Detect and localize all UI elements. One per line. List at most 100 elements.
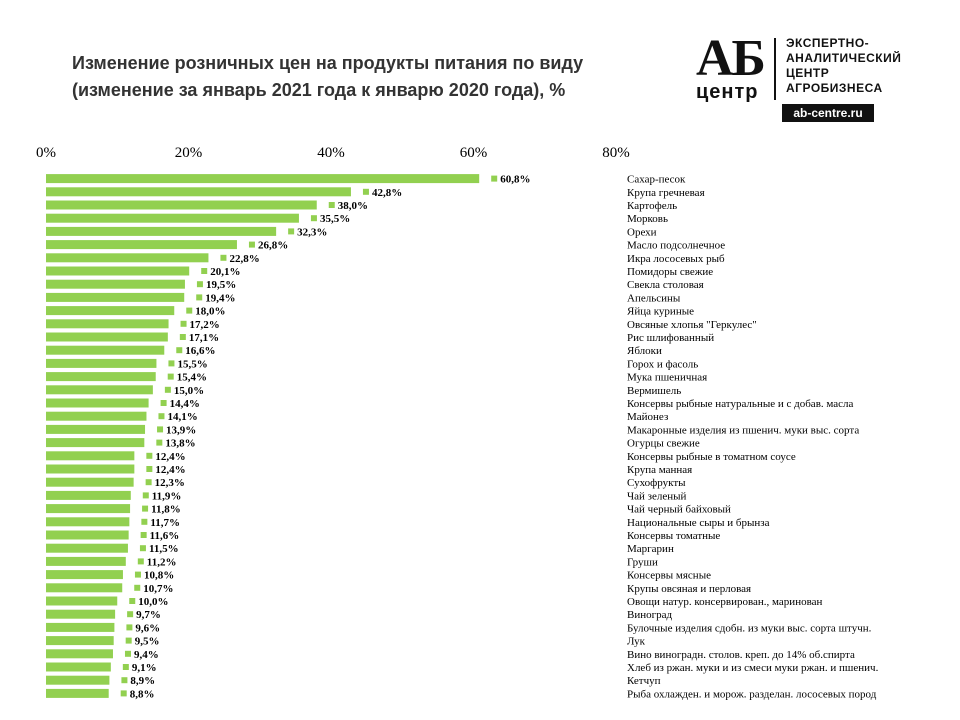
legend-key-marker (196, 294, 203, 301)
legend-key-marker (124, 650, 131, 657)
category-label: Огурцы свежие (627, 438, 700, 450)
data-label: 18,0% (195, 306, 225, 318)
legend-key-marker (168, 360, 175, 367)
category-label: Макаронные изделия из пшенич. муки выс. … (627, 424, 859, 436)
legend-key-marker (129, 598, 136, 604)
category-label: Горох и фасоль (627, 358, 698, 370)
bar (46, 662, 111, 672)
data-label: 12,4% (155, 451, 185, 463)
data-label: 20,1% (210, 266, 240, 278)
legend-key-marker (142, 492, 149, 499)
data-label: 8,8% (130, 688, 155, 700)
data-label: 11,5% (149, 543, 179, 555)
data-label: 15,4% (177, 372, 207, 384)
data-label: 11,8% (151, 504, 181, 516)
category-label: Груши (627, 556, 658, 568)
bar (46, 345, 165, 355)
legend-key-marker (160, 400, 167, 406)
bar (46, 213, 299, 223)
data-label: 26,8% (258, 240, 288, 252)
bar (46, 240, 237, 250)
x-tick-label: 20% (175, 145, 203, 161)
logo-text-line-1: ЭКСПЕРТНО- (786, 36, 870, 50)
data-label: 12,3% (155, 477, 185, 489)
data-label: 14,1% (167, 411, 197, 423)
data-label: 9,6% (135, 622, 160, 634)
category-label: Булочные изделия сдобн. из муки выс. сор… (627, 622, 872, 634)
data-label: 60,8% (500, 174, 530, 186)
data-label: 11,9% (152, 490, 182, 502)
category-label: Масло подсолнечное (627, 240, 725, 252)
bar (46, 490, 131, 500)
category-label: Крупа манная (627, 464, 692, 476)
legend-key-marker (134, 584, 141, 591)
legend-key-marker (164, 386, 171, 393)
legend-key-marker (288, 228, 295, 235)
legend-key-marker (125, 637, 132, 644)
data-label: 38,0% (338, 200, 368, 212)
bar (46, 187, 351, 197)
bar (46, 226, 277, 236)
ab-centre-logo: АБ центр ЭКСПЕРТНО- АНАЛИТИЧЕСКИЙ ЦЕНТР … (690, 33, 940, 126)
data-label: 12,4% (155, 464, 185, 476)
bar (46, 332, 168, 342)
bar (46, 636, 114, 646)
category-label: Овсяные хлопья "Геркулес" (627, 319, 757, 331)
bar (46, 398, 149, 408)
data-label: 9,4% (134, 649, 159, 661)
category-label: Чай зеленый (627, 490, 687, 502)
bar (46, 279, 185, 289)
legend-key-marker (127, 611, 134, 618)
legend-key-marker (120, 690, 127, 697)
bar (46, 583, 123, 593)
category-label: Рис шлифованный (627, 332, 714, 344)
data-label: 8,9% (130, 675, 155, 687)
legend-key-marker (491, 175, 498, 182)
bar (46, 438, 145, 448)
bar (46, 504, 131, 514)
x-tick-label: 40% (317, 145, 345, 161)
chart-title-line-1: Изменение розничных цен на продукты пита… (72, 53, 584, 73)
category-label: Крупы овсяная и перловая (627, 583, 751, 595)
legend-key-marker (121, 677, 128, 684)
logo-text-line-2: АНАЛИТИЧЕСКИЙ (786, 51, 902, 65)
legend-key-marker (145, 479, 152, 486)
data-label: 11,6% (150, 530, 180, 542)
legend-key-marker (248, 241, 255, 248)
category-label: Кетчуп (627, 675, 661, 687)
category-label: Картофель (627, 200, 677, 212)
chart-title-line-2: (изменение за январь 2021 года к январю … (72, 80, 566, 100)
legend-key-marker (180, 320, 187, 327)
data-label: 10,8% (144, 570, 174, 582)
category-label: Икра лососевых рыб (627, 253, 725, 265)
bar (46, 675, 110, 685)
bar (46, 451, 135, 461)
bar (46, 464, 135, 474)
data-label: 15,5% (177, 358, 207, 370)
data-label: 16,6% (185, 345, 215, 357)
category-label: Консервы томатные (627, 530, 720, 542)
logo-centr-word: центр (696, 81, 759, 103)
category-label: Консервы мясные (627, 570, 711, 582)
category-label: Вино виноградн. столов. креп. до 14% об.… (627, 649, 855, 661)
logo-text: ЭКСПЕРТНО- АНАЛИТИЧЕСКИЙ ЦЕНТР АГРОБИЗНЕ… (786, 36, 946, 96)
bar (46, 596, 118, 606)
legend-key-marker (201, 268, 208, 274)
category-label: Вермишель (627, 385, 681, 397)
bar (46, 570, 123, 580)
category-label: Консервы рыбные натуральные и с добав. м… (627, 398, 854, 410)
logo-divider (774, 38, 776, 100)
bar (46, 543, 128, 553)
data-label: 15,0% (174, 385, 204, 397)
data-label: 35,5% (320, 213, 350, 225)
legend-key-marker (137, 558, 144, 565)
bar (46, 477, 134, 487)
bar (46, 688, 109, 698)
legend-key-marker (179, 334, 186, 340)
legend-key-marker (140, 532, 147, 538)
bar (46, 200, 317, 210)
bar (46, 411, 147, 421)
data-label: 19,4% (205, 292, 235, 304)
legend-key-marker (142, 505, 149, 512)
bar (46, 292, 185, 302)
